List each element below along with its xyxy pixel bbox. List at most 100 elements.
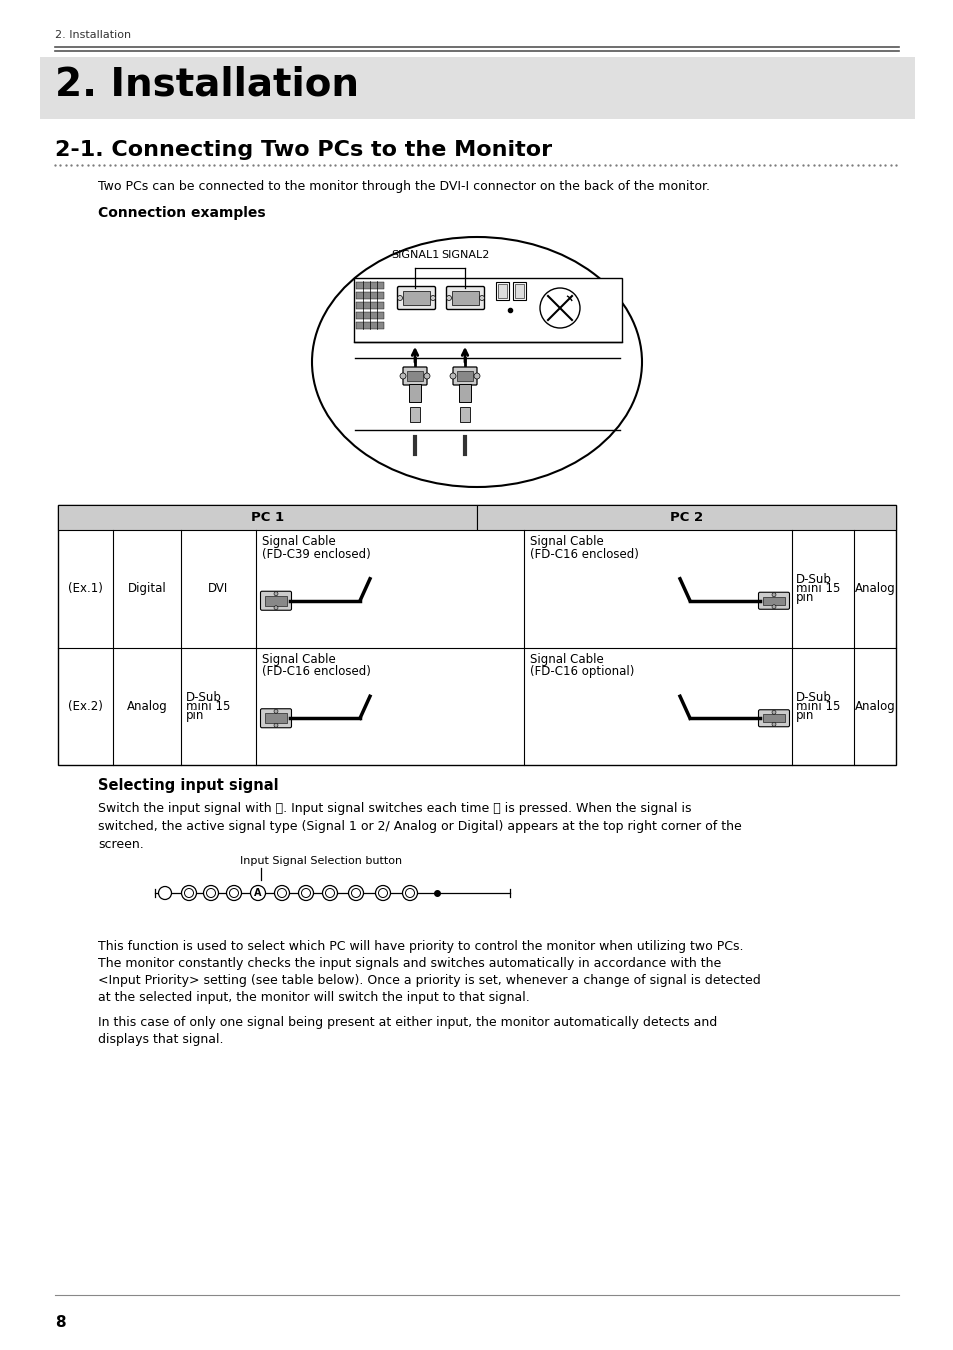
Text: SIGNAL2: SIGNAL2 bbox=[440, 250, 489, 261]
Text: Signal Cable: Signal Cable bbox=[262, 535, 335, 548]
Bar bbox=[762, 714, 784, 722]
Text: pin: pin bbox=[186, 709, 204, 722]
Circle shape bbox=[539, 288, 579, 328]
Bar bbox=[355, 292, 384, 298]
Circle shape bbox=[322, 886, 337, 900]
Bar bbox=[515, 284, 523, 298]
Text: pin: pin bbox=[795, 591, 814, 605]
Circle shape bbox=[771, 710, 775, 714]
Circle shape bbox=[397, 296, 402, 301]
Text: In this case of only one signal being present at either input, the monitor autom: In this case of only one signal being pr… bbox=[98, 1017, 717, 1029]
Bar bbox=[456, 371, 473, 381]
Bar bbox=[452, 292, 478, 305]
Circle shape bbox=[423, 373, 430, 379]
Bar bbox=[58, 505, 476, 531]
Text: switched, the active signal type (Signal 1 or 2/ Analog or Digital) appears at t: switched, the active signal type (Signal… bbox=[98, 819, 741, 833]
Text: 2. Installation: 2. Installation bbox=[55, 30, 131, 40]
Circle shape bbox=[351, 888, 360, 898]
Text: (FD-C16 optional): (FD-C16 optional) bbox=[530, 666, 634, 679]
Text: screen.: screen. bbox=[98, 838, 144, 850]
Bar bbox=[355, 312, 384, 319]
Ellipse shape bbox=[312, 238, 641, 487]
Text: pin: pin bbox=[795, 709, 814, 722]
Text: (FD-C16 enclosed): (FD-C16 enclosed) bbox=[530, 548, 639, 562]
Text: The monitor constantly checks the input signals and switches automatically in ac: The monitor constantly checks the input … bbox=[98, 957, 720, 971]
Bar bbox=[496, 282, 509, 300]
Bar bbox=[410, 406, 419, 423]
Bar bbox=[497, 284, 506, 298]
Circle shape bbox=[399, 373, 406, 379]
Bar bbox=[402, 292, 430, 305]
Text: mini 15: mini 15 bbox=[186, 699, 230, 713]
Text: DVI: DVI bbox=[208, 582, 229, 595]
Text: PC 1: PC 1 bbox=[251, 512, 284, 524]
Circle shape bbox=[298, 886, 314, 900]
Bar bbox=[354, 278, 621, 342]
Bar bbox=[355, 302, 384, 309]
Circle shape bbox=[771, 593, 775, 597]
FancyBboxPatch shape bbox=[446, 286, 484, 309]
Text: (Ex.1): (Ex.1) bbox=[68, 582, 103, 595]
Text: (FD-C16 enclosed): (FD-C16 enclosed) bbox=[262, 666, 371, 679]
Bar bbox=[459, 406, 470, 423]
Bar bbox=[58, 505, 895, 765]
Circle shape bbox=[226, 886, 241, 900]
Circle shape bbox=[158, 887, 172, 899]
Circle shape bbox=[277, 888, 286, 898]
Bar bbox=[355, 323, 384, 329]
Text: Analog: Analog bbox=[854, 699, 895, 713]
Bar bbox=[409, 383, 420, 402]
Text: (Ex.2): (Ex.2) bbox=[68, 699, 103, 713]
Text: Selecting input signal: Selecting input signal bbox=[98, 778, 278, 792]
Circle shape bbox=[375, 886, 390, 900]
Bar bbox=[513, 282, 525, 300]
Bar bbox=[355, 282, 384, 289]
Text: (FD-C39 enclosed): (FD-C39 enclosed) bbox=[262, 548, 371, 562]
Text: Analog: Analog bbox=[127, 699, 167, 713]
Text: displays that signal.: displays that signal. bbox=[98, 1033, 223, 1046]
Circle shape bbox=[771, 722, 775, 726]
Circle shape bbox=[274, 606, 277, 610]
FancyBboxPatch shape bbox=[260, 591, 292, 610]
Bar bbox=[265, 595, 287, 606]
FancyBboxPatch shape bbox=[758, 593, 789, 609]
Text: Two PCs can be connected to the monitor through the DVI-I connector on the back : Two PCs can be connected to the monitor … bbox=[98, 180, 709, 193]
Circle shape bbox=[450, 373, 456, 379]
Text: D-Sub: D-Sub bbox=[795, 691, 831, 703]
Circle shape bbox=[474, 373, 479, 379]
Text: 2-1. Connecting Two PCs to the Monitor: 2-1. Connecting Two PCs to the Monitor bbox=[55, 140, 552, 161]
Circle shape bbox=[378, 888, 387, 898]
Text: mini 15: mini 15 bbox=[795, 582, 840, 595]
Bar bbox=[40, 57, 914, 119]
Text: Switch the input signal with ⓢ. Input signal switches each time ⓢ is pressed. Wh: Switch the input signal with ⓢ. Input si… bbox=[98, 802, 691, 815]
Text: D-Sub: D-Sub bbox=[795, 574, 831, 586]
Text: Digital: Digital bbox=[128, 582, 166, 595]
Text: Analog: Analog bbox=[854, 582, 895, 595]
FancyBboxPatch shape bbox=[758, 710, 789, 726]
Bar bbox=[476, 505, 895, 531]
Bar bbox=[265, 713, 287, 724]
Circle shape bbox=[430, 296, 435, 301]
Circle shape bbox=[206, 888, 215, 898]
Bar bbox=[762, 597, 784, 605]
Circle shape bbox=[274, 591, 277, 595]
Circle shape bbox=[274, 724, 277, 728]
Text: D-Sub: D-Sub bbox=[186, 691, 222, 703]
Bar bbox=[458, 383, 471, 402]
Circle shape bbox=[203, 886, 218, 900]
Text: Signal Cable: Signal Cable bbox=[530, 535, 603, 548]
Text: Input Signal Selection button: Input Signal Selection button bbox=[240, 856, 402, 865]
Text: <Input Priority> setting (see table below). Once a priority is set, whenever a c: <Input Priority> setting (see table belo… bbox=[98, 973, 760, 987]
FancyBboxPatch shape bbox=[453, 367, 476, 385]
Circle shape bbox=[405, 888, 414, 898]
Text: 2. Installation: 2. Installation bbox=[55, 65, 358, 103]
Circle shape bbox=[402, 886, 417, 900]
Text: Signal Cable: Signal Cable bbox=[530, 652, 603, 666]
Circle shape bbox=[348, 886, 363, 900]
Circle shape bbox=[479, 296, 484, 301]
FancyBboxPatch shape bbox=[397, 286, 435, 309]
Circle shape bbox=[184, 888, 193, 898]
Text: Signal Cable: Signal Cable bbox=[262, 652, 335, 666]
Text: mini 15: mini 15 bbox=[795, 699, 840, 713]
Text: SIGNAL1: SIGNAL1 bbox=[391, 250, 438, 261]
